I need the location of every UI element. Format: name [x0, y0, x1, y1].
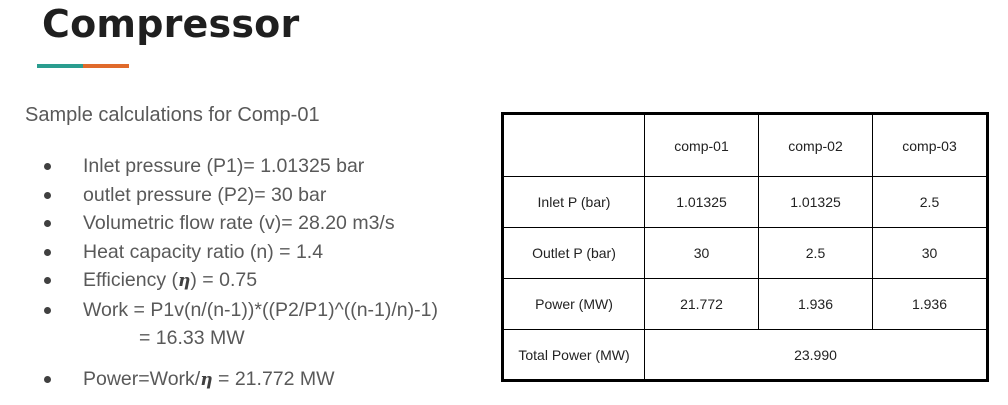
table-cell: 1.936: [758, 278, 873, 330]
table-cell: 30: [644, 227, 759, 279]
bullet-dot: [44, 277, 51, 284]
bullet-continuation: = 16.33 MW: [139, 327, 245, 349]
eta-symbol: η: [178, 271, 191, 291]
calculation-list: Inlet pressure (P1)= 1.01325 bar outlet …: [44, 152, 438, 394]
bullet-text: Inlet pressure (P1)= 1.01325 bar: [83, 155, 365, 177]
table-total-value: 23.990: [644, 329, 988, 381]
table-row: Outlet P (bar) 30 2.5 30: [502, 227, 988, 279]
table-header-cell: comp-03: [872, 113, 988, 177]
bullet-dot: [44, 375, 51, 383]
compressor-table: comp-01 comp-02 comp-03 Inlet P (bar) 1.…: [501, 112, 989, 382]
table-row-label: Outlet P (bar): [502, 227, 645, 279]
accent-segment-orange: [83, 64, 129, 68]
table-cell: 2.5: [758, 227, 873, 279]
bullet-outlet-pressure: outlet pressure (P2)= 30 bar: [44, 181, 438, 210]
table-header-cell: comp-01: [644, 113, 759, 177]
table-row: Inlet P (bar) 1.01325 1.01325 2.5: [502, 176, 988, 228]
table-total-row: Total Power (MW) 23.990: [502, 329, 988, 381]
bullet-flow-rate: Volumetric flow rate (v)= 28.20 m3/s: [44, 209, 438, 238]
table-cell: 1.01325: [758, 176, 873, 228]
bullet-text: Heat capacity ratio (n) = 1.4: [83, 240, 324, 263]
table-total-label: Total Power (MW): [502, 329, 645, 381]
table-header-cell: comp-02: [758, 113, 873, 177]
bullet-dot: [44, 248, 51, 256]
table-cell: 1.936: [872, 278, 988, 330]
table-cell: 2.5: [872, 176, 988, 228]
table-cell: 1.01325: [644, 176, 759, 228]
table-row-label: Power (MW): [502, 278, 645, 330]
bullet-dot: [44, 306, 51, 314]
bullet-dot: [44, 191, 51, 199]
bullet-work: Work = P1v(n/(n-1))*((P2/P1)^((n-1)/n)-1…: [44, 296, 438, 353]
bullet-text-pre: Power=Work/: [83, 367, 201, 390]
slide-title: Compressor: [42, 2, 300, 46]
table-header-row: comp-01 comp-02 comp-03: [502, 113, 988, 177]
table-cell: 21.772: [644, 278, 759, 330]
table-header-cell-empty: [502, 113, 645, 177]
title-accent-bar: [37, 64, 129, 68]
subtitle: Sample calculations for Comp-01: [25, 104, 320, 126]
bullet-text-pre: Efficiency (: [83, 269, 179, 291]
table-cell: 30: [872, 227, 988, 279]
bullet-dot: [44, 220, 51, 227]
bullet-power: Power=Work/η = 21.772 MW: [44, 365, 438, 395]
bullet-dot: [44, 163, 51, 170]
bullet-text: Work = P1v(n/(n-1))*((P2/P1)^((n-1)/n)-1…: [83, 298, 438, 321]
table-row: Power (MW) 21.772 1.936 1.936: [502, 278, 988, 330]
accent-segment-teal: [37, 64, 83, 68]
bullet-heat-capacity-ratio: Heat capacity ratio (n) = 1.4: [44, 238, 438, 267]
bullet-inlet-pressure: Inlet pressure (P1)= 1.01325 bar: [44, 152, 438, 181]
bullet-text-post: = 21.772 MW: [212, 367, 335, 390]
bullet-text: outlet pressure (P2)= 30 bar: [83, 183, 327, 206]
bullet-text-post: ) = 0.75: [190, 269, 258, 291]
eta-symbol: η: [200, 369, 213, 390]
bullet-text: Volumetric flow rate (v)= 28.20 m3/s: [83, 212, 395, 234]
table-row-label: Inlet P (bar): [502, 176, 645, 228]
bullet-efficiency: Efficiency (η) = 0.75: [44, 266, 438, 296]
